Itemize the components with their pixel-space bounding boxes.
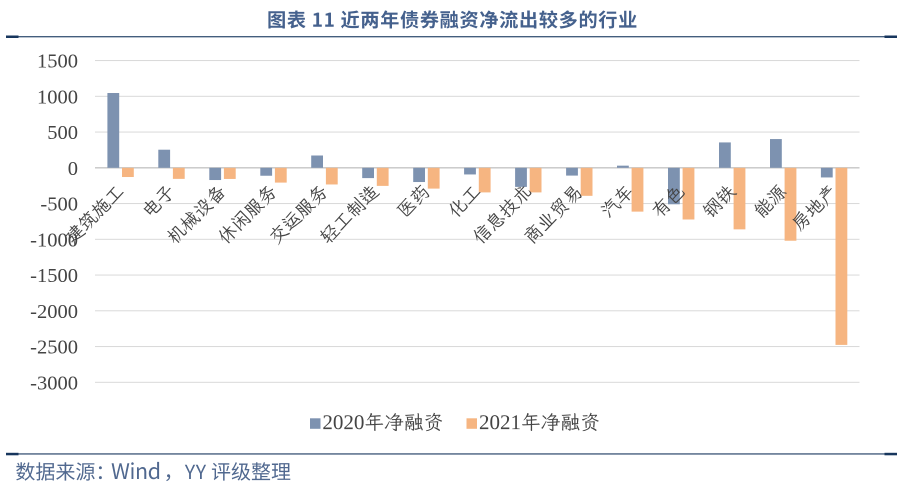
svg-text:-1500: -1500	[30, 265, 78, 287]
svg-text:1500: 1500	[37, 51, 78, 73]
svg-text:-2500: -2500	[30, 337, 78, 359]
svg-text:-2000: -2000	[30, 301, 78, 323]
svg-text:500: 500	[47, 122, 78, 144]
svg-text:1000: 1000	[37, 86, 78, 108]
svg-text:-3000: -3000	[30, 372, 78, 394]
svg-text:-1000: -1000	[30, 229, 78, 251]
svg-text:0: 0	[68, 158, 78, 180]
svg-text:-500: -500	[40, 194, 78, 216]
